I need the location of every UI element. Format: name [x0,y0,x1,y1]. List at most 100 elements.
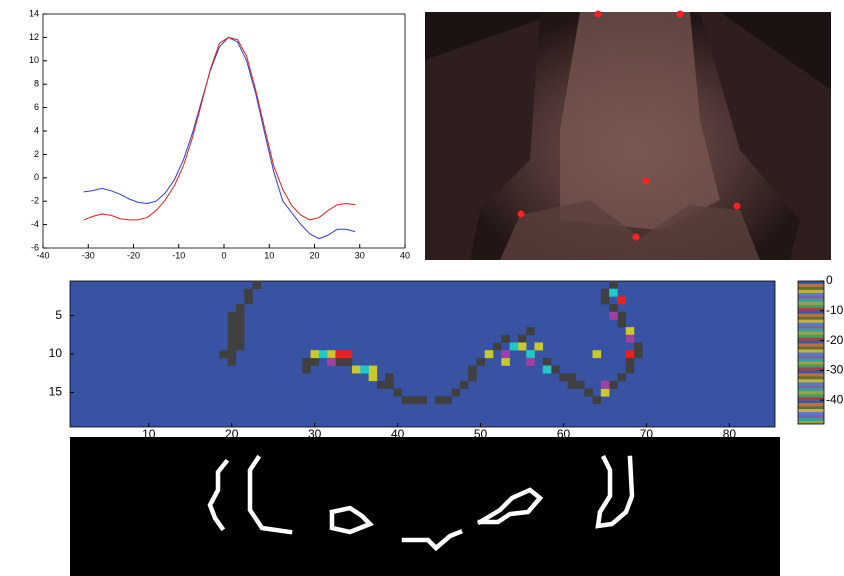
cell [252,281,262,289]
cell [418,396,427,405]
cell [227,342,237,351]
cell [235,319,245,328]
plot-area [69,280,776,428]
y-tick-label: 12 [29,32,39,42]
x-tick-label: 10 [142,427,156,441]
colorbar-stripe [798,328,824,332]
colorbar-stripe [798,364,824,368]
cell [327,357,336,366]
cell [517,342,527,351]
line-series [83,36,356,221]
cell [600,288,610,297]
colorbar-frame [797,280,825,425]
colorbar-tick-label: -40 [826,392,844,406]
y-tick-label: 15 [49,385,63,399]
cell [227,334,237,343]
cell [600,296,610,305]
colorbar-tick-label: -20 [826,333,844,347]
cell [335,357,345,366]
cell [310,357,320,366]
cell [609,380,618,389]
cell [542,357,552,366]
cell [451,388,461,397]
x-tick-label: -30 [82,250,95,260]
colorbar-stripe [798,301,824,306]
cell [625,357,635,366]
cell [501,334,510,343]
x-tick-label: 70 [640,427,654,441]
cell [526,327,535,336]
x-tick-label: 30 [308,427,322,441]
cell [227,350,237,359]
cell [227,319,237,328]
colorbar-stripe [798,310,824,314]
cell [368,373,378,382]
cell [559,373,568,382]
colorbar-stripe [798,376,824,380]
cell [609,281,618,289]
colorbar-stripe [798,379,824,383]
cell [235,304,245,313]
colorbar-stripe [798,415,824,419]
cell [227,311,237,320]
colorbar-stripe [798,313,824,317]
colorbar-stripe [798,370,824,374]
cell [634,342,643,351]
y-tick-label: -6 [31,242,39,252]
cell [468,365,477,374]
colorbar-stripe [798,397,824,401]
cell [235,311,245,320]
colorbar-stripe [798,304,824,309]
colorbar-stripe [798,337,824,341]
cell [600,388,610,397]
cell [609,288,618,297]
heatmap: 10 20 30 40 50 60 70 80 5 10 15 0 -10 -20 -30 -40 [49,273,844,441]
cell [617,296,627,305]
cell [584,388,593,397]
cell [244,296,253,305]
colorbar-stripe [798,319,824,323]
cell [235,334,245,343]
y-tick-label: 10 [49,346,63,360]
colorbar-stripe [798,409,824,413]
colorbar-stripe [798,358,824,362]
cell [244,288,253,297]
colorbar-stripe [798,283,824,288]
colorbar-stripe [798,361,824,365]
cell [526,350,535,359]
cell [385,380,394,389]
colorbar-stripe [798,331,824,335]
colorbar-stripe [798,373,824,377]
colorbar-stripe [798,418,824,422]
colorbar-stripe [798,316,824,320]
cell [592,350,602,359]
y-tick-label: 4 [34,125,39,135]
cell [551,365,560,374]
colorbar-stripe [798,394,824,398]
cell [509,342,519,351]
y-tick-label: 10 [29,55,39,65]
colorbar-stripe [798,400,824,404]
x-tick-label: -40 [36,250,49,260]
cell [617,311,627,320]
colorbar-stripe [798,352,824,356]
cell [567,373,577,382]
cell [352,365,361,374]
y-tick-label: 6 [34,102,39,112]
cell [385,373,394,382]
cell [368,365,378,374]
cell [227,327,237,336]
colorbar-stripe [798,346,824,350]
cell [634,350,643,359]
x-tick-label: 40 [391,427,405,441]
cell [459,380,469,389]
y-tick-label: 14 [29,8,39,18]
x-tick-label: -10 [172,250,185,260]
cell [501,357,510,366]
y-tick-label: 2 [34,149,39,159]
x-tick-label: 80 [723,427,737,441]
cell [501,350,510,359]
cell [617,373,627,382]
cell [227,357,237,366]
